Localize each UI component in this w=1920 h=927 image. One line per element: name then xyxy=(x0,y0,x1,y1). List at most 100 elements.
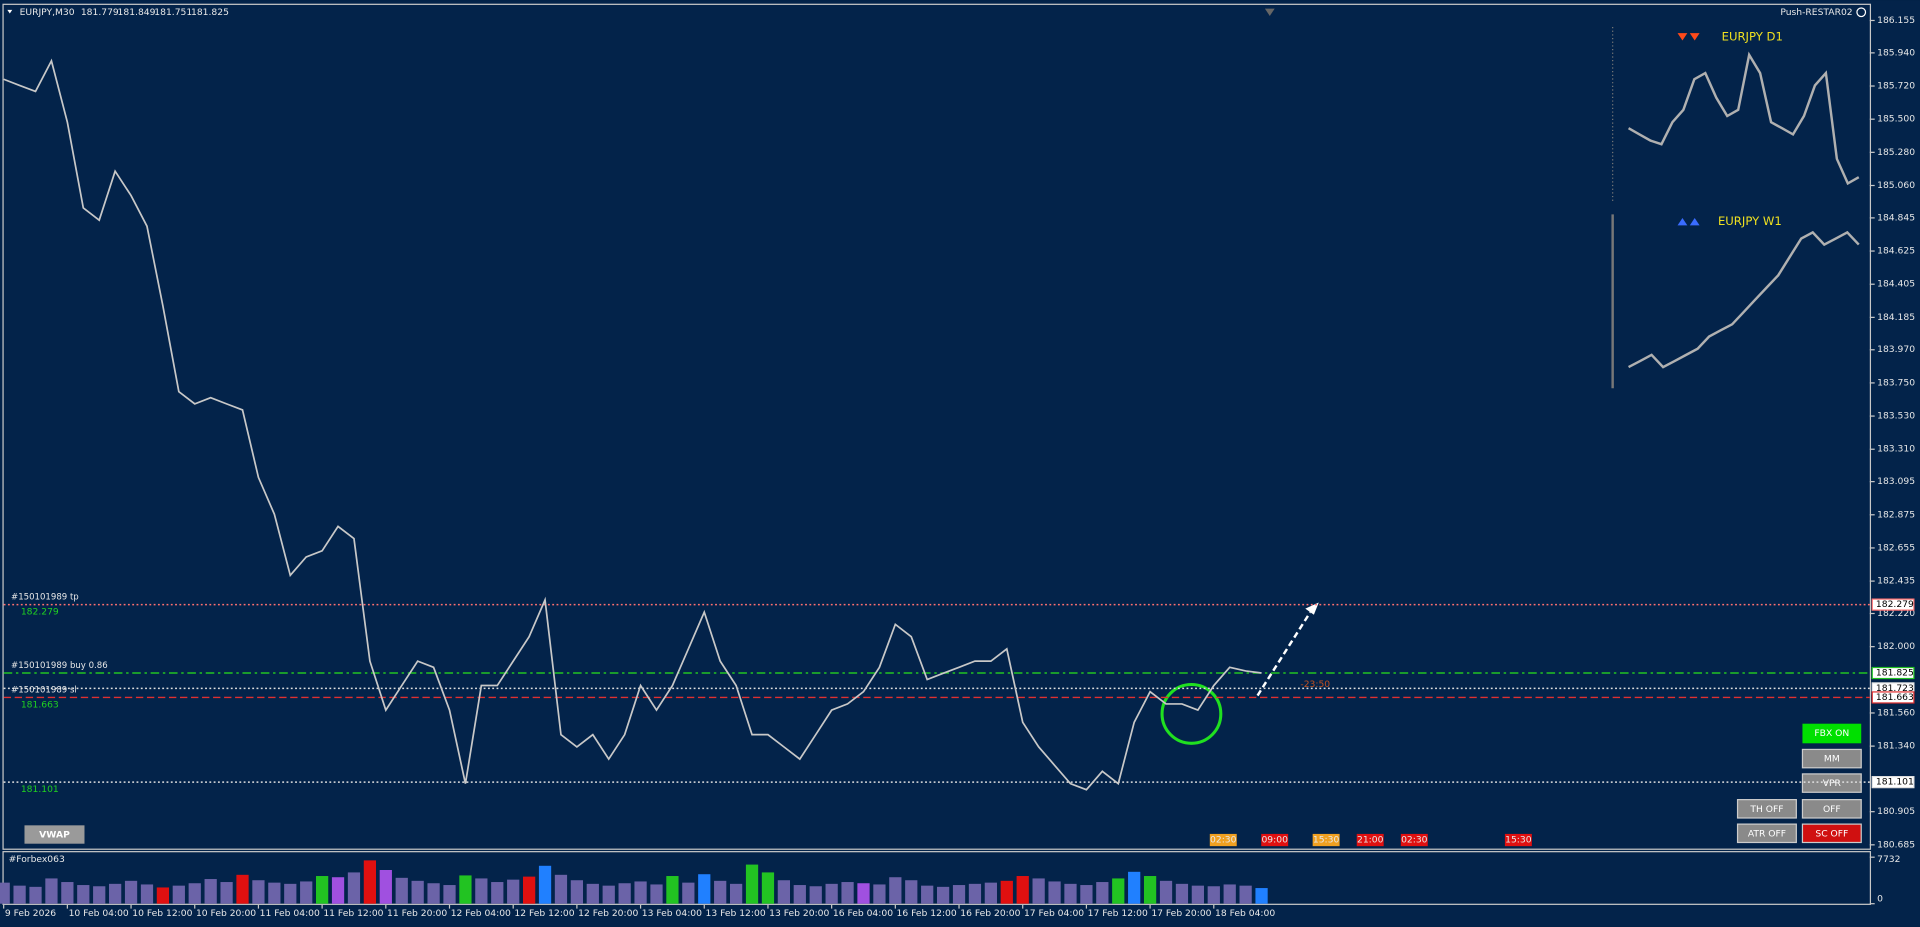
price-tag-label: 181.825 xyxy=(1876,668,1914,679)
mm-button[interactable] xyxy=(1801,748,1862,769)
menu-arrow[interactable] xyxy=(7,9,13,14)
volume-bar xyxy=(1016,876,1029,904)
volume-bar xyxy=(491,882,504,904)
time-marker-label: 02:30 xyxy=(1401,835,1428,846)
volume-bar xyxy=(93,886,106,904)
volume-bar xyxy=(952,885,966,904)
indicator-name: #Forbex063 xyxy=(9,854,65,865)
volume-bar xyxy=(1096,882,1109,904)
level-price: 181.663 xyxy=(21,699,59,710)
off-label: OFF xyxy=(1823,804,1841,815)
x-tick-label: 16 Feb 12:00 xyxy=(897,908,957,919)
x-tick-label: 9 Feb 2026 xyxy=(5,908,56,919)
volume-bar xyxy=(761,872,775,904)
y-tick-label: 184.405 xyxy=(1877,279,1915,290)
smiley xyxy=(1856,7,1867,18)
volume-bar xyxy=(650,884,663,904)
symbol: EURJPY,M30 xyxy=(20,7,75,18)
level-name: #150101989 sl xyxy=(11,686,77,696)
volume-bar xyxy=(1080,885,1093,904)
volume-bar xyxy=(1191,885,1204,904)
forecast-arrow xyxy=(1256,611,1312,697)
volume-bar xyxy=(1032,878,1045,904)
x-tick-label: 10 Feb 12:00 xyxy=(132,908,192,919)
fbx-label: FBX ON xyxy=(1814,728,1849,739)
sc-button[interactable] xyxy=(1801,823,1862,844)
volume-bar xyxy=(809,886,822,904)
main-frame xyxy=(2,3,1872,850)
open: 181.779 xyxy=(81,7,119,18)
buttons: VWAP FBX ON MM VPR TH OFF OFF ATR OFF SC… xyxy=(24,723,1862,844)
profile: Push-RESTAR02 xyxy=(1780,7,1852,18)
volume-bar xyxy=(968,883,982,904)
down-arrows xyxy=(1677,33,1700,41)
volume-bar xyxy=(1207,886,1220,904)
low: 181.751 xyxy=(154,7,192,18)
y-tick-label: 183.095 xyxy=(1877,476,1915,487)
volume-bar xyxy=(220,882,233,904)
volume-bar xyxy=(140,884,154,904)
x-tick-label: 12 Feb 04:00 xyxy=(451,908,511,919)
y-tick-label: 185.720 xyxy=(1877,81,1915,92)
shift-marker[interactable] xyxy=(1264,8,1275,16)
volume-bar xyxy=(0,882,10,904)
level-price: 181.101 xyxy=(21,784,59,795)
level-name: #150101989 buy 0.86 xyxy=(11,661,108,671)
volume-bar xyxy=(905,880,918,904)
time-marker-label: 15:30 xyxy=(1313,835,1340,846)
volume-bar xyxy=(825,883,838,904)
close: 181.825 xyxy=(191,7,229,18)
y-tick-label: 183.310 xyxy=(1877,444,1915,455)
volume-bar xyxy=(379,870,392,904)
y-tick-label: 182.000 xyxy=(1877,641,1915,652)
time-marker xyxy=(1504,833,1532,847)
x-tick-label: 10 Feb 20:00 xyxy=(196,908,256,919)
x-tick-label: 11 Feb 04:00 xyxy=(260,908,320,919)
volume-bar xyxy=(411,880,424,904)
volume-bar xyxy=(682,882,695,904)
y-tick-label: 180.685 xyxy=(1877,839,1915,850)
y-tick-label: 185.060 xyxy=(1877,180,1915,191)
volume-bar xyxy=(252,880,265,904)
th-label: TH OFF xyxy=(1749,804,1783,815)
fbx-button[interactable] xyxy=(1802,723,1862,744)
volume-bar xyxy=(1239,885,1252,904)
volume-bar xyxy=(124,880,138,904)
timer: -23:50 xyxy=(1300,679,1330,690)
y-tick-label: 182.875 xyxy=(1877,509,1915,520)
x-tick-label: 17 Feb 12:00 xyxy=(1088,908,1148,919)
high: 181.849 xyxy=(118,7,156,18)
atr-button[interactable] xyxy=(1736,823,1797,844)
y-tick-label: 183.970 xyxy=(1877,344,1915,355)
volume-tick-label: 0 xyxy=(1877,893,1883,904)
volume-bar xyxy=(745,864,759,904)
y-tick-label: 183.750 xyxy=(1877,377,1915,388)
x-tick-label: 17 Feb 20:00 xyxy=(1151,908,1211,919)
volume-bar xyxy=(841,882,854,904)
volume-bar xyxy=(29,886,42,904)
volume-bar xyxy=(188,883,201,904)
off-button[interactable] xyxy=(1801,799,1862,819)
volume-bar xyxy=(538,865,552,904)
th-button[interactable] xyxy=(1736,799,1797,819)
vpr-button[interactable] xyxy=(1801,773,1862,793)
volume-bar xyxy=(427,883,440,904)
vwap-label: VWAP xyxy=(39,830,70,841)
volume-bar xyxy=(602,885,615,904)
volume-bar xyxy=(395,877,408,904)
volume-bar xyxy=(236,874,249,904)
y-tick-label: 186.155 xyxy=(1877,15,1915,26)
price-tag xyxy=(1871,776,1915,789)
volume-bar xyxy=(443,885,456,904)
vwap-button[interactable] xyxy=(24,825,85,844)
volume-bar xyxy=(475,878,488,904)
volume-bar xyxy=(936,886,950,904)
sc-label: SC OFF xyxy=(1815,828,1848,839)
price-tag-label: 181.663 xyxy=(1876,692,1914,703)
y-tick-label: 183.530 xyxy=(1877,411,1915,422)
volume-bar xyxy=(156,887,170,904)
level-price: 182.279 xyxy=(21,606,59,617)
x-tick-label: 10 Feb 04:00 xyxy=(69,908,129,919)
volume-bar xyxy=(857,883,870,904)
